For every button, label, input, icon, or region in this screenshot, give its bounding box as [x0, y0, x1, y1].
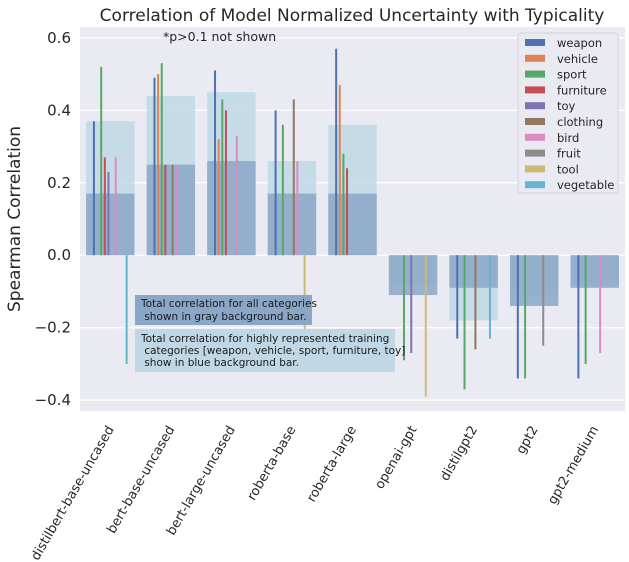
y-tick-label: 0.4	[47, 101, 71, 119]
x-tick-label: distilgpt2	[438, 423, 481, 483]
legend-swatch-fruit	[525, 149, 545, 157]
chart-title: Correlation of Model Normalized Uncertai…	[100, 6, 605, 26]
bar-toy	[410, 255, 413, 354]
x-tick-label: gpt2-medium	[545, 424, 602, 508]
bar-sport	[402, 255, 405, 361]
x-axis-ticks: distilbert-base-uncasedbert-base-uncased…	[28, 423, 602, 562]
bar-clothing	[171, 164, 174, 256]
y-tick-label: −0.4	[35, 391, 71, 409]
legend-swatch-furniture	[525, 86, 545, 94]
bar-vehicle	[338, 84, 341, 256]
y-tick-label: 0.2	[47, 174, 71, 192]
legend-swatch-vehicle	[525, 54, 545, 62]
y-tick-label: 0.0	[47, 246, 71, 264]
bar-sport	[281, 124, 284, 256]
legend-label-clothing: clothing	[557, 115, 603, 129]
x-tick-label: bert-large-uncased	[164, 424, 239, 539]
x-tick-label: roberta-large	[304, 424, 360, 505]
bar-weapon	[577, 255, 580, 379]
bar-sport	[160, 63, 163, 256]
gray-annotation-box: Total correlation for all categories sho…	[135, 295, 317, 325]
bar-sport	[463, 255, 466, 390]
legend-label-sport: sport	[557, 68, 587, 82]
legend-swatch-vegetable	[525, 181, 545, 189]
bar-bird	[175, 164, 178, 256]
y-axis-label: Spearman Correlation	[5, 126, 25, 312]
bar-weapon	[456, 255, 459, 339]
bar-furniture	[164, 164, 167, 256]
y-tick-label: −0.2	[35, 319, 71, 337]
blue-box-line-3: show in blue background bar.	[141, 357, 299, 369]
bar-weapon	[335, 48, 338, 256]
blue-box-line-2: categories [weapon, vehicle, sport, furn…	[141, 345, 405, 357]
total-background-bar	[388, 255, 438, 296]
bar-toy	[107, 171, 110, 256]
legend-label-vegetable: vegetable	[557, 178, 614, 192]
bar-sport	[524, 255, 527, 379]
gray-box-line-2: shown in gray background bar.	[141, 311, 307, 323]
bar-bird	[114, 157, 117, 256]
bar-weapon	[214, 70, 217, 256]
legend-swatch-weapon	[525, 39, 545, 46]
bar-tool	[424, 255, 427, 397]
bar-weapon	[274, 110, 277, 256]
series-bars	[92, 48, 602, 397]
legend-swatch-toy	[525, 102, 545, 110]
bar-furniture	[224, 110, 227, 256]
x-tick-label: distilbert-base-uncased	[28, 424, 117, 562]
bar-weapon	[516, 255, 519, 379]
bar-furniture	[346, 168, 349, 256]
bar-weapon	[92, 121, 95, 256]
bar-furniture	[103, 157, 106, 256]
legend-label-weapon: weapon	[557, 36, 602, 50]
bar-weapon	[153, 77, 156, 256]
legend-label-toy: toy	[557, 99, 576, 113]
x-tick-label: roberta-base	[245, 424, 300, 504]
bar-clothing	[292, 99, 295, 256]
bar-sport	[100, 66, 103, 256]
bar-bird	[599, 255, 602, 354]
legend-swatch-sport	[525, 70, 545, 78]
legend-label-furniture: furniture	[557, 83, 607, 97]
blue-annotation-box: Total correlation for highly represented…	[135, 329, 405, 372]
blue-box-line-1: Total correlation for highly represented…	[140, 333, 389, 345]
y-axis-ticks: −0.4 −0.2 0.0 0.2 0.4 0.6	[35, 29, 71, 409]
gray-box-line-1: Total correlation for all categories	[140, 298, 317, 310]
y-tick-label: 0.6	[47, 29, 71, 47]
significance-note: *p>0.1 not shown	[163, 29, 276, 44]
legend-swatch-clothing	[525, 118, 545, 125]
x-tick-label: openai-gpt	[372, 424, 420, 492]
legend-label-fruit: fruit	[557, 147, 581, 161]
legend-label-tool: tool	[557, 162, 579, 176]
bar-vehicle	[217, 139, 220, 256]
legend-swatch-tool	[525, 165, 545, 173]
bar-sport	[584, 255, 587, 364]
legend-label-bird: bird	[557, 131, 579, 145]
bar-sport	[221, 99, 224, 256]
bar-sport	[342, 153, 345, 256]
x-tick-label: gpt2	[514, 424, 542, 457]
x-tick-label: bert-base-uncased	[104, 424, 178, 537]
bar-fruit	[542, 255, 545, 346]
legend-swatch-bird	[525, 133, 545, 141]
bar-clothing	[474, 255, 477, 350]
legend-label-vehicle: vehicle	[557, 52, 598, 66]
bar-vegetable	[488, 255, 491, 339]
bar-vegetable	[125, 255, 128, 364]
bar-bird	[235, 135, 238, 256]
bar-bird	[296, 161, 299, 256]
bar-vehicle	[157, 74, 160, 256]
